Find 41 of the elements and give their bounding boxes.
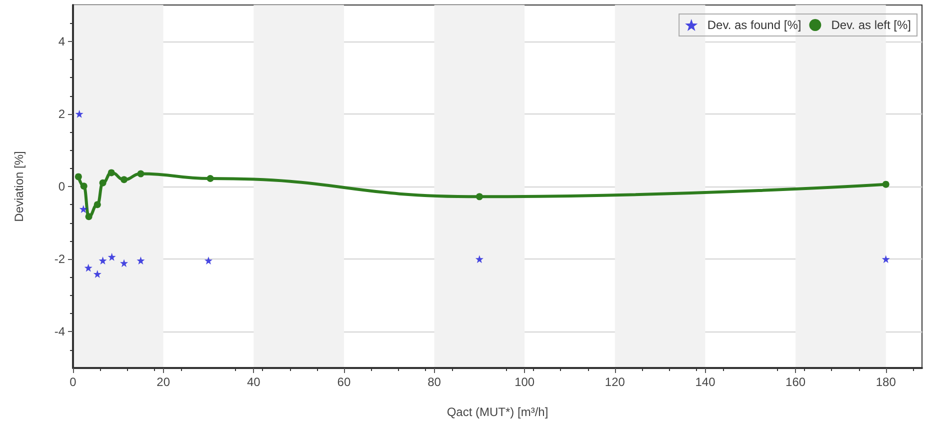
point bbox=[85, 213, 92, 220]
x-tick-label: 160 bbox=[786, 375, 806, 389]
point bbox=[204, 256, 212, 265]
point bbox=[137, 170, 144, 178]
y-tick-label: -2 bbox=[54, 252, 66, 266]
x-tick-label: 0 bbox=[70, 375, 77, 389]
point bbox=[84, 264, 92, 272]
point bbox=[476, 193, 483, 200]
point bbox=[475, 255, 484, 264]
point bbox=[882, 255, 890, 264]
point bbox=[882, 180, 890, 188]
x-tick-label: 40 bbox=[246, 375, 261, 389]
y-axis-title: Deviation [%] bbox=[12, 151, 26, 222]
point bbox=[74, 173, 82, 180]
x-tick-label: 120 bbox=[604, 375, 626, 389]
x-tick-label: 80 bbox=[428, 375, 442, 389]
point bbox=[136, 256, 145, 265]
point bbox=[79, 205, 88, 214]
point bbox=[108, 169, 115, 176]
y-tick-label: -4 bbox=[54, 324, 66, 339]
x-tick-label: 100 bbox=[514, 375, 535, 389]
point bbox=[75, 110, 84, 118]
legend-label: Dev. as left [%] bbox=[831, 18, 912, 32]
y-tick-label: 0 bbox=[58, 180, 66, 194]
x-axis-title: Qact (MUT*) [m³/h] bbox=[446, 405, 548, 419]
point bbox=[98, 256, 107, 265]
legend-label: Dev. as found [%] bbox=[707, 18, 802, 32]
point bbox=[94, 201, 101, 208]
y-tick-label: 4 bbox=[58, 34, 66, 48]
point bbox=[108, 252, 116, 261]
point bbox=[99, 179, 106, 186]
x-tick-label: 60 bbox=[337, 375, 351, 389]
x-tick-label: 180 bbox=[876, 375, 896, 389]
x-tick-label: 20 bbox=[156, 375, 170, 389]
point bbox=[80, 182, 88, 190]
y-tick-label: 2 bbox=[58, 106, 66, 121]
point bbox=[93, 270, 102, 278]
point bbox=[120, 259, 128, 268]
point bbox=[206, 175, 214, 182]
point bbox=[120, 176, 128, 184]
x-tick-label: 140 bbox=[695, 375, 716, 389]
